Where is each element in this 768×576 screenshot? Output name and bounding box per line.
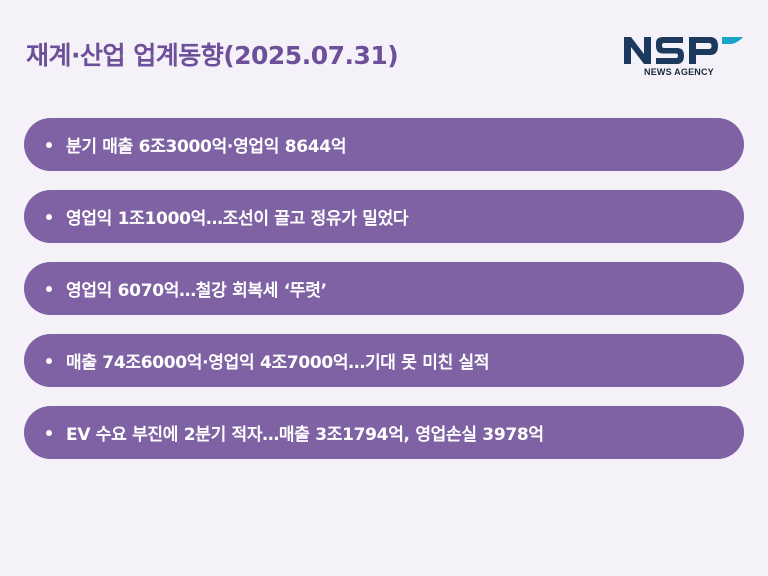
- headline-text: 영업익 6070억…철강 회복세 ‘뚜렷’: [66, 281, 327, 301]
- bullet-icon: [46, 357, 52, 364]
- bullet-icon: [46, 141, 52, 148]
- bullet-icon: [46, 213, 52, 220]
- nsp-logo-mark: [624, 37, 743, 64]
- headline-item[interactable]: 매출 74조6000억·영업익 4조7000억…기대 못 미친 실적: [24, 334, 744, 387]
- headline-item[interactable]: EV 수요 부진에 2분기 적자…매출 3조1794억, 영업손실 3978억: [24, 406, 744, 459]
- headline-item[interactable]: 분기 매출 6조3000억·영업익 8644억: [24, 118, 744, 171]
- bullet-icon: [46, 429, 52, 436]
- headline-item[interactable]: 영업익 1조1000억…조선이 끌고 정유가 밀었다: [24, 190, 744, 243]
- headline-list: 분기 매출 6조3000억·영업익 8644억 영업익 1조1000억…조선이 …: [24, 118, 744, 478]
- logo-subtitle: NEWS AGENCY: [644, 67, 714, 77]
- headline-text: EV 수요 부진에 2분기 적자…매출 3조1794억, 영업손실 3978억: [66, 425, 544, 445]
- headline-text: 분기 매출 6조3000억·영업익 8644억: [66, 137, 347, 157]
- header: 재계·산업 업계동향(2025.07.31) NEWS AGENCY: [0, 0, 768, 100]
- bullet-icon: [46, 285, 52, 292]
- headline-item[interactable]: 영업익 6070억…철강 회복세 ‘뚜렷’: [24, 262, 744, 315]
- headline-text: 매출 74조6000억·영업익 4조7000억…기대 못 미친 실적: [66, 353, 490, 373]
- nsp-logo: NEWS AGENCY: [622, 34, 746, 80]
- page-title: 재계·산업 업계동향(2025.07.31): [26, 41, 399, 70]
- headline-text: 영업익 1조1000억…조선이 끌고 정유가 밀었다: [66, 209, 409, 229]
